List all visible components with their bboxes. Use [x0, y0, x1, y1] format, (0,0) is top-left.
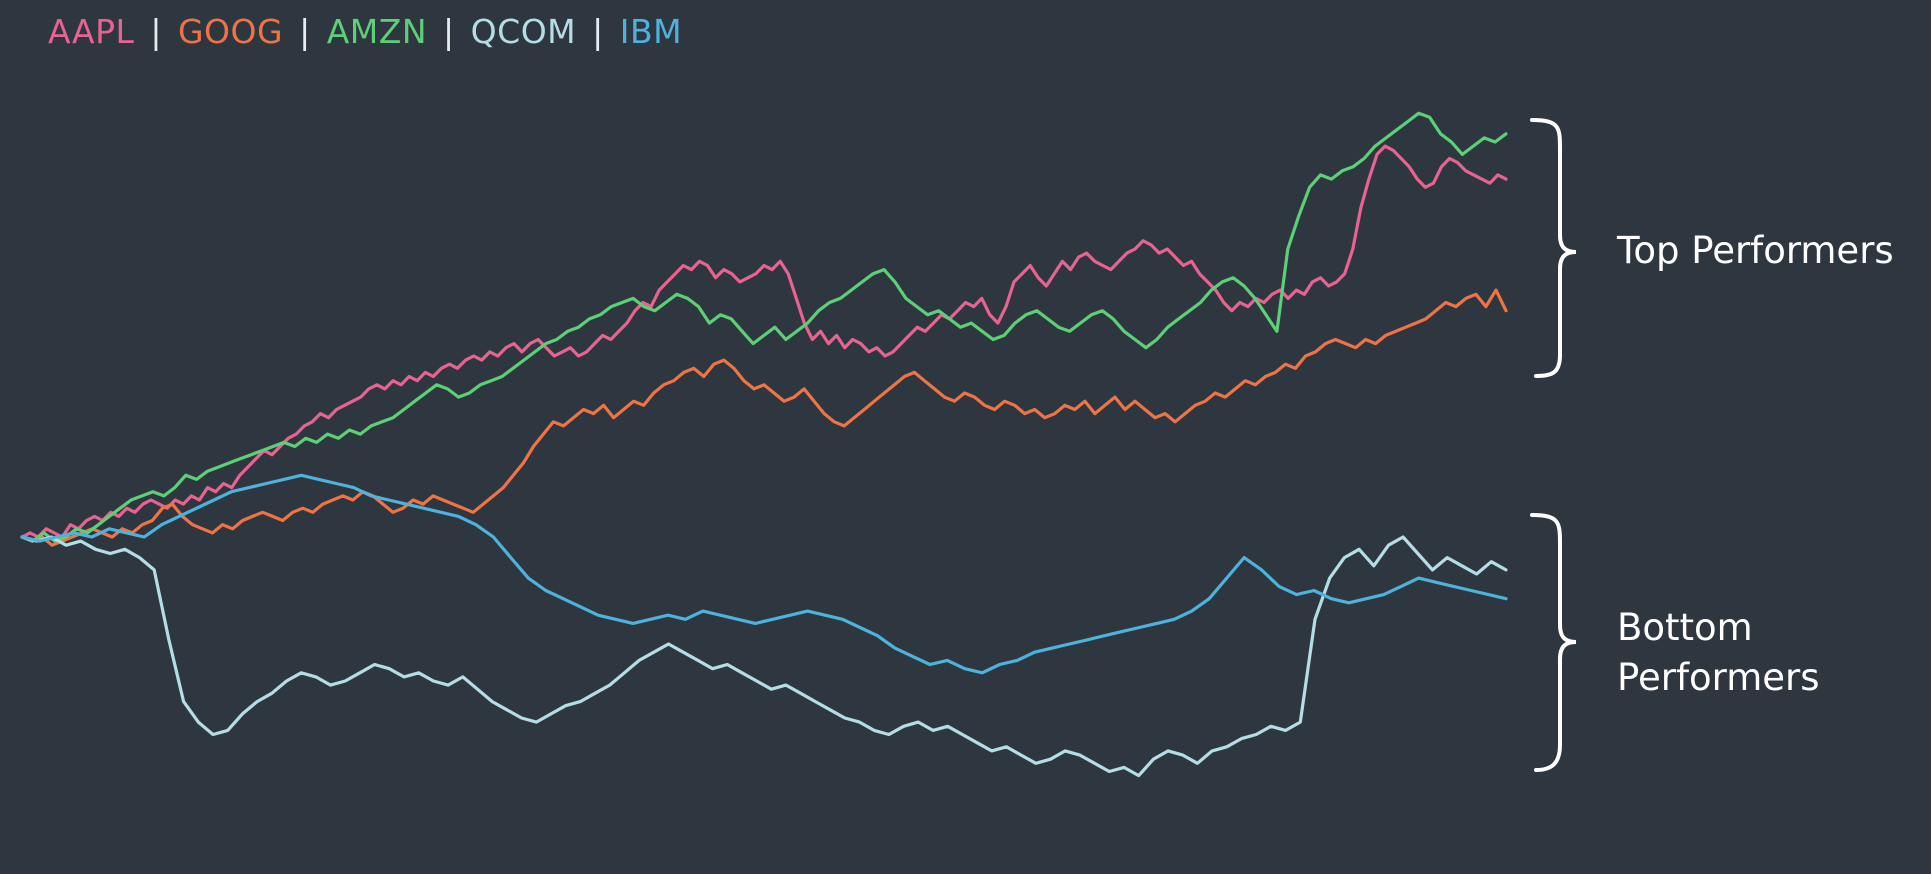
legend-separator: |: [150, 12, 162, 51]
legend-item-qcom: QCOM: [470, 12, 577, 51]
bottom-performers-label-line2: Performers: [1617, 656, 1820, 699]
top-performers-brace: [1530, 118, 1577, 378]
bottom-performers-label-line1: Bottom: [1617, 606, 1753, 649]
legend-separator: |: [592, 12, 604, 51]
legend-separator: |: [299, 12, 311, 51]
series-line-qcom: [20, 535, 1508, 778]
series-layer: [20, 111, 1508, 778]
chart-legend: AAPL | GOOG | AMZN | QCOM | IBM: [48, 12, 682, 51]
series-line-ibm: [20, 473, 1508, 675]
legend-item-goog: GOOG: [177, 12, 284, 51]
bottom-performers-label: Bottom Performers: [1617, 603, 1820, 703]
top-performers-label: Top Performers: [1617, 229, 1894, 272]
series-line-goog: [20, 288, 1508, 547]
legend-item-aapl: AAPL: [48, 12, 135, 51]
legend-item-ibm: IBM: [619, 12, 683, 51]
legend-separator: |: [443, 12, 455, 51]
series-line-aapl: [20, 144, 1508, 539]
legend-item-amzn: AMZN: [326, 12, 428, 51]
series-line-amzn: [20, 111, 1508, 543]
bottom-performers-brace: [1530, 513, 1577, 772]
